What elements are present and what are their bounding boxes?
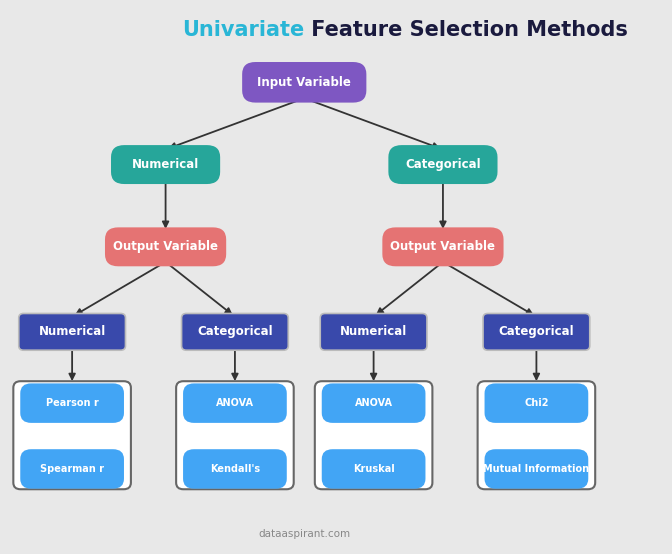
FancyBboxPatch shape: [382, 227, 503, 266]
FancyBboxPatch shape: [181, 314, 288, 350]
Text: Kendall's: Kendall's: [210, 464, 260, 474]
FancyBboxPatch shape: [183, 383, 287, 423]
FancyBboxPatch shape: [13, 381, 131, 489]
Text: Input Variable: Input Variable: [257, 76, 351, 89]
FancyBboxPatch shape: [322, 383, 425, 423]
Text: Output Variable: Output Variable: [113, 240, 218, 253]
FancyBboxPatch shape: [242, 62, 366, 102]
FancyBboxPatch shape: [183, 449, 287, 489]
Text: Numerical: Numerical: [340, 325, 407, 338]
Text: Numerical: Numerical: [132, 158, 199, 171]
Text: Mutual Information: Mutual Information: [483, 464, 589, 474]
FancyBboxPatch shape: [485, 449, 588, 489]
FancyBboxPatch shape: [20, 383, 124, 423]
FancyBboxPatch shape: [19, 314, 126, 350]
FancyBboxPatch shape: [478, 381, 595, 489]
FancyBboxPatch shape: [321, 314, 427, 350]
Text: ANOVA: ANOVA: [216, 398, 254, 408]
Text: Chi2: Chi2: [524, 398, 548, 408]
FancyBboxPatch shape: [105, 227, 226, 266]
Text: Kruskal: Kruskal: [353, 464, 394, 474]
Text: Categorical: Categorical: [499, 325, 574, 338]
FancyBboxPatch shape: [111, 145, 220, 184]
Text: ANOVA: ANOVA: [355, 398, 392, 408]
Text: Categorical: Categorical: [197, 325, 273, 338]
Text: Numerical: Numerical: [38, 325, 106, 338]
Text: Spearman r: Spearman r: [40, 464, 104, 474]
Text: Feature Selection Methods: Feature Selection Methods: [304, 20, 628, 40]
FancyBboxPatch shape: [314, 381, 432, 489]
FancyBboxPatch shape: [176, 381, 294, 489]
FancyBboxPatch shape: [20, 449, 124, 489]
FancyBboxPatch shape: [485, 383, 588, 423]
Text: Output Variable: Output Variable: [390, 240, 495, 253]
FancyBboxPatch shape: [322, 449, 425, 489]
Text: dataaspirant.com: dataaspirant.com: [258, 529, 350, 539]
Text: Pearson r: Pearson r: [46, 398, 99, 408]
FancyBboxPatch shape: [483, 314, 590, 350]
Text: Univariate: Univariate: [182, 20, 304, 40]
Text: Categorical: Categorical: [405, 158, 480, 171]
FancyBboxPatch shape: [388, 145, 497, 184]
